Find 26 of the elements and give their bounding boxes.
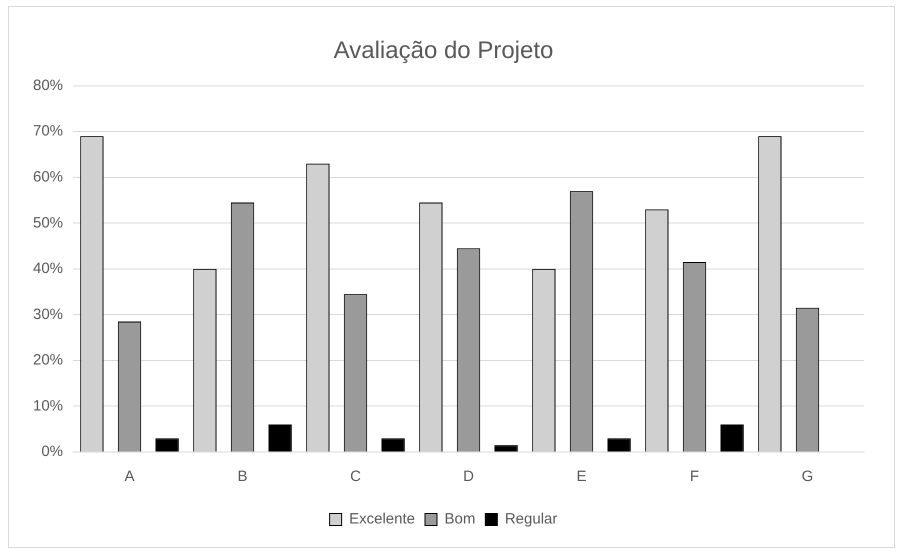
bar [268, 424, 292, 452]
legend-label: Excelente [349, 510, 415, 528]
x-tick-label: G [802, 468, 814, 486]
y-tick-label: 80% [32, 76, 64, 94]
legend-label: Bom [444, 510, 476, 528]
y-tick-label: 20% [32, 352, 64, 369]
y-tick-label: 60% [32, 168, 64, 186]
x-tick-label: D [463, 468, 474, 486]
x-tick-label: E [576, 468, 587, 486]
y-tick-label: 0% [41, 443, 64, 460]
y-tick-label: 70% [32, 122, 64, 140]
legend-label: Regular [504, 510, 558, 528]
x-tick-label: B [238, 468, 248, 486]
x-tick-label: C [350, 468, 362, 486]
y-tick-label: 40% [32, 260, 64, 278]
bar [607, 438, 631, 452]
bar [382, 438, 405, 452]
y-tick-label: 10% [32, 397, 64, 414]
chart-title: Avaliação do Projeto [334, 37, 554, 64]
x-tick-label: F [690, 468, 700, 486]
bar [156, 438, 179, 452]
y-tick-label: 50% [32, 214, 64, 232]
bar [720, 424, 744, 452]
x-tick-label: A [124, 468, 135, 486]
y-tick-label: 30% [32, 306, 64, 323]
bar [494, 445, 518, 452]
